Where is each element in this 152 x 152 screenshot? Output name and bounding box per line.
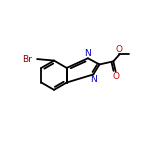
Text: N: N (85, 49, 91, 58)
Text: N: N (90, 75, 97, 84)
Text: O: O (112, 72, 119, 81)
Text: Br: Br (22, 55, 32, 64)
Text: O: O (116, 45, 123, 54)
